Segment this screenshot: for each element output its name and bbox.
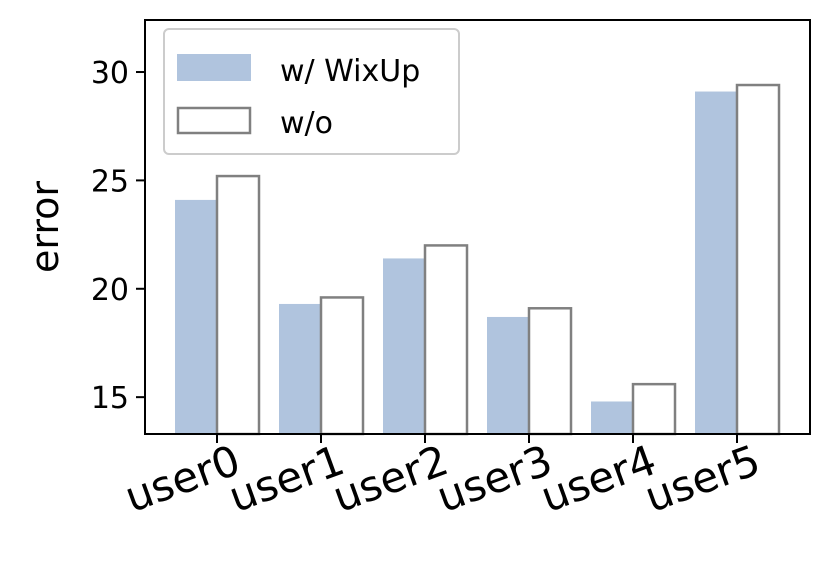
bars-layer [175, 83, 781, 436]
bar-w-o-user5 [735, 83, 781, 436]
bar-w-wixup-user4 [591, 401, 633, 434]
bar-w-o-user4 [631, 382, 677, 436]
y-tick-label: 25 [91, 164, 129, 199]
legend-swatch-w-o [176, 106, 252, 135]
y-tick-label: 15 [91, 381, 129, 416]
bar-w-wixup-user3 [487, 316, 529, 434]
y-axis-label: error [23, 181, 67, 273]
bar-w-wixup-user2 [383, 258, 425, 434]
bar-w-o-user2 [423, 244, 469, 436]
bar-w-o-user0 [215, 174, 261, 436]
legend: w/ WixUp w/o [163, 28, 460, 155]
bar-w-wixup-user5 [695, 91, 737, 434]
y-tick-label: 30 [91, 56, 129, 91]
bar-w-wixup-user0 [175, 199, 217, 434]
bar-w-wixup-user1 [279, 303, 321, 434]
axes-frame [144, 19, 811, 435]
y-axis: 15 20 25 30 [91, 56, 145, 416]
legend-swatch-w-wixup [177, 54, 251, 81]
x-tick-label: user5 [638, 435, 766, 522]
bar-w-o-user1 [319, 296, 365, 436]
legend-label-w-o: w/o [280, 106, 333, 141]
bar-w-o-user3 [527, 307, 573, 436]
legend-label-w-wixup: w/ WixUp [280, 54, 420, 89]
y-tick-label: 20 [91, 273, 129, 308]
